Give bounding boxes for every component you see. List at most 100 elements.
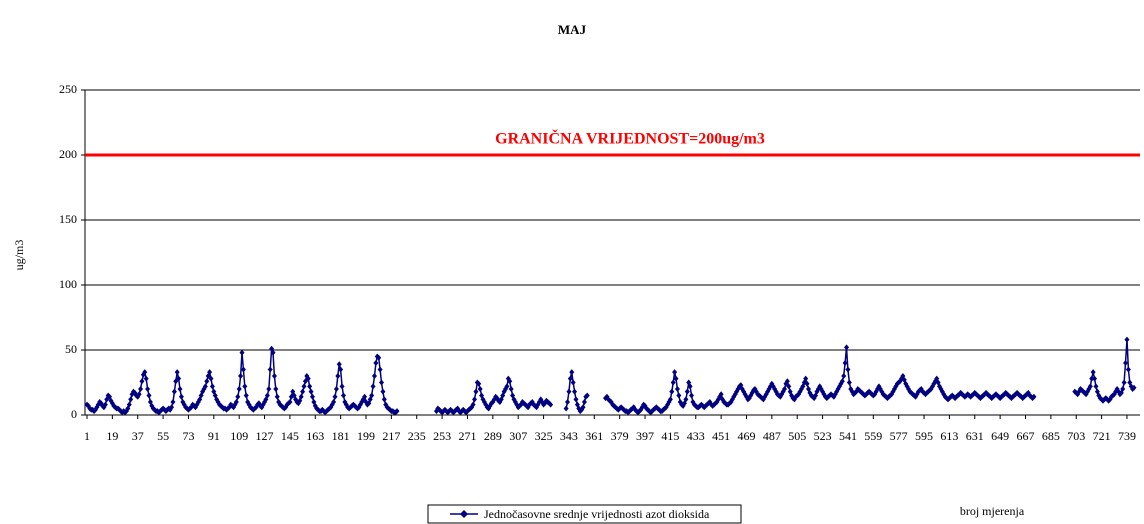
x-tick-label: 55 bbox=[157, 429, 169, 443]
y-tick-label: 50 bbox=[65, 342, 77, 356]
y-tick-label: 250 bbox=[59, 82, 77, 96]
data-point bbox=[298, 393, 304, 400]
data-point bbox=[1031, 393, 1037, 400]
legend-box bbox=[427, 504, 742, 524]
data-point bbox=[718, 391, 724, 398]
x-tick-label: 217 bbox=[382, 429, 400, 443]
data-point bbox=[126, 401, 132, 408]
x-tick-label: 631 bbox=[966, 429, 984, 443]
data-point bbox=[143, 375, 149, 382]
x-tick-label: 19 bbox=[106, 429, 118, 443]
data-point bbox=[1087, 383, 1093, 390]
data-point bbox=[170, 399, 176, 405]
data-point bbox=[301, 383, 307, 390]
data-point bbox=[239, 349, 245, 356]
data-point bbox=[1124, 336, 1130, 343]
x-tick-label: 379 bbox=[611, 429, 629, 443]
data-point bbox=[136, 391, 142, 398]
data-point bbox=[331, 399, 337, 405]
data-point bbox=[233, 399, 239, 405]
data-point bbox=[169, 404, 175, 411]
data-point bbox=[782, 386, 788, 392]
data-point bbox=[176, 375, 182, 382]
data-point bbox=[335, 373, 341, 379]
data-point bbox=[845, 366, 851, 373]
x-tick-label: 649 bbox=[991, 429, 1009, 443]
x-tick-label: 307 bbox=[509, 429, 527, 443]
x-tick-label: 271 bbox=[458, 429, 476, 443]
data-point bbox=[171, 388, 177, 395]
data-point bbox=[271, 373, 277, 379]
limit-label: GRANIČNA VRIJEDNOST=200ug/m3 bbox=[495, 129, 765, 148]
x-tick-label: 613 bbox=[940, 429, 958, 443]
data-point bbox=[841, 373, 847, 379]
x-tick-label: 469 bbox=[737, 429, 755, 443]
data-point bbox=[803, 375, 809, 382]
data-point bbox=[138, 386, 144, 392]
data-point bbox=[332, 393, 338, 400]
data-point bbox=[1089, 375, 1095, 382]
data-point bbox=[507, 378, 513, 385]
x-tick-label: 721 bbox=[1093, 429, 1111, 443]
data-point bbox=[208, 375, 214, 382]
data-point bbox=[1120, 386, 1126, 392]
y-tick-label: 200 bbox=[59, 147, 77, 161]
data-point bbox=[102, 401, 108, 408]
data-point bbox=[669, 388, 675, 395]
x-tick-label: 703 bbox=[1067, 429, 1085, 443]
data-point bbox=[1121, 379, 1127, 386]
data-point bbox=[1090, 369, 1096, 376]
data-point bbox=[676, 392, 682, 399]
data-point bbox=[287, 399, 293, 405]
x-tick-label: 523 bbox=[814, 429, 832, 443]
data-point bbox=[567, 375, 573, 382]
data-point bbox=[204, 378, 210, 385]
x-tick-label: 559 bbox=[864, 429, 882, 443]
data-point bbox=[333, 386, 339, 392]
x-tick-label: 163 bbox=[306, 429, 324, 443]
data-point bbox=[844, 344, 850, 351]
data-point bbox=[784, 378, 790, 385]
x-tick-label: 289 bbox=[484, 429, 502, 443]
x-tick-label: 541 bbox=[839, 429, 857, 443]
data-point bbox=[266, 386, 272, 392]
data-point bbox=[570, 379, 576, 386]
data-point bbox=[470, 401, 476, 408]
x-tick-label: 739 bbox=[1118, 429, 1136, 443]
data-point bbox=[689, 392, 695, 399]
x-tick-label: 433 bbox=[687, 429, 705, 443]
data-point bbox=[243, 392, 249, 399]
x-tick-label: 235 bbox=[408, 429, 426, 443]
x-tick-label: 343 bbox=[560, 429, 578, 443]
data-point bbox=[584, 392, 590, 399]
data-point bbox=[207, 369, 213, 376]
data-point bbox=[370, 383, 376, 390]
data-point bbox=[235, 393, 241, 400]
data-point bbox=[569, 369, 575, 376]
data-point bbox=[174, 369, 180, 376]
data-point bbox=[128, 396, 134, 403]
data-point bbox=[209, 383, 215, 390]
x-tick-label: 685 bbox=[1042, 429, 1060, 443]
y-tick-label: 100 bbox=[59, 277, 77, 291]
data-point bbox=[369, 392, 375, 399]
x-axis-label: broj mjerenja bbox=[960, 504, 1025, 518]
data-point bbox=[242, 383, 248, 390]
data-point bbox=[340, 392, 346, 399]
data-point bbox=[846, 379, 852, 386]
data-point bbox=[264, 392, 270, 399]
legend-label: Jednočasovne srednje vrijednosti azot di… bbox=[484, 507, 710, 521]
data-point bbox=[373, 360, 379, 366]
data-point bbox=[339, 383, 345, 390]
data-point bbox=[573, 396, 579, 403]
x-tick-label: 505 bbox=[788, 429, 806, 443]
data-point bbox=[670, 379, 676, 386]
data-point bbox=[1131, 384, 1137, 391]
data-point bbox=[202, 383, 208, 390]
data-point bbox=[508, 386, 514, 392]
data-point bbox=[379, 379, 385, 386]
x-tick-label: 199 bbox=[357, 429, 375, 443]
x-tick-label: 73 bbox=[182, 429, 194, 443]
data-point bbox=[273, 386, 279, 392]
data-point bbox=[145, 386, 151, 392]
